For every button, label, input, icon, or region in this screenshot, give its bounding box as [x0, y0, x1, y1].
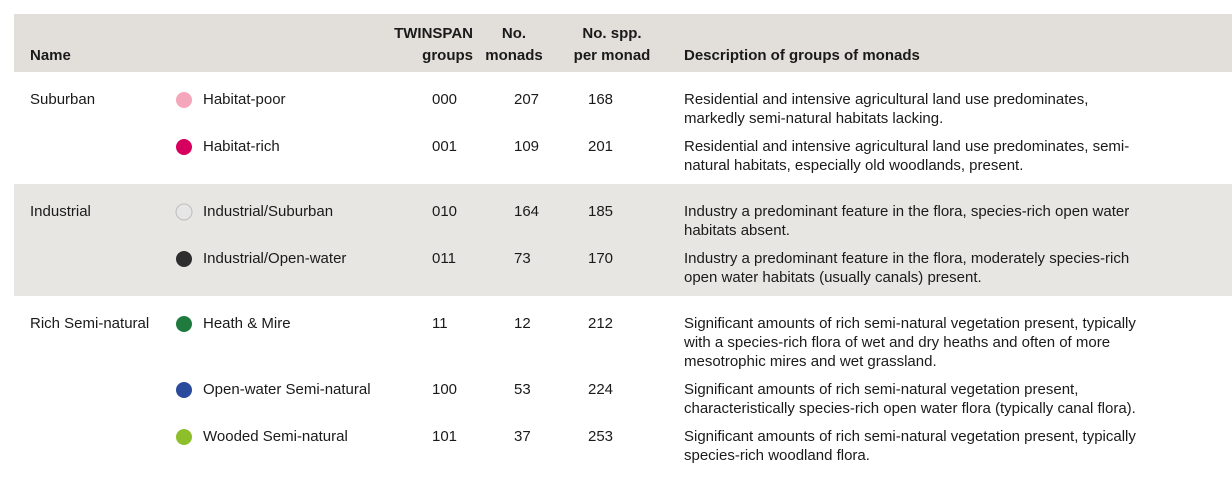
header-cell: No.	[502, 25, 526, 42]
header-cell: No. spp.	[582, 25, 641, 42]
spp: 168	[588, 91, 613, 108]
header-cell: monads	[485, 47, 543, 64]
spp: 170	[588, 250, 613, 267]
description: Significant amounts of rich semi-natural…	[684, 428, 1136, 445]
twinspan: 011	[432, 250, 456, 267]
monads: 53	[514, 381, 531, 398]
description: characteristically species-rich open wat…	[684, 400, 1136, 417]
description: markedly semi-natural habitats lacking.	[684, 110, 943, 127]
row-label: Habitat-poor	[203, 91, 286, 108]
legend-dot	[175, 203, 193, 221]
monads: 12	[514, 315, 531, 332]
spp: 212	[588, 315, 613, 332]
description: Industry a predominant feature in the fl…	[684, 250, 1129, 267]
legend-dot	[176, 316, 192, 332]
group-name: Suburban	[30, 91, 95, 108]
header-cell: groups	[422, 47, 473, 64]
monads: 73	[514, 250, 531, 267]
row-label: Open-water Semi-natural	[203, 381, 371, 398]
legend-dot	[176, 92, 192, 108]
spp: 201	[588, 138, 613, 155]
group-name: Rich Semi-natural	[30, 315, 149, 332]
twinspan: 000	[432, 91, 457, 108]
description: mesotrophic mires and wet grassland.	[684, 353, 937, 370]
row-label: Wooded Semi-natural	[203, 428, 348, 445]
group-name: Industrial	[30, 203, 91, 220]
description: Significant amounts of rich semi-natural…	[684, 381, 1078, 398]
header-cell: Name	[30, 47, 71, 64]
header-cell: per monad	[574, 47, 651, 64]
description: species-rich woodland flora.	[684, 447, 870, 464]
spp: 224	[588, 381, 613, 398]
legend-dot	[176, 251, 192, 267]
row-label: Industrial/Open-water	[203, 250, 346, 267]
description: Significant amounts of rich semi-natural…	[684, 315, 1136, 332]
header-cell: TWINSPAN	[394, 25, 473, 42]
twinspan: 001	[432, 138, 457, 155]
legend-dot	[176, 139, 192, 155]
description: open water habitats (usually canals) pre…	[684, 269, 982, 286]
header-band	[14, 14, 1232, 72]
description: Residential and intensive agricultural l…	[684, 138, 1129, 155]
description: natural habitats, especially old woodlan…	[684, 157, 1023, 174]
twinspan: 100	[432, 381, 457, 398]
monads: 37	[514, 428, 531, 445]
twinspan: 11	[432, 315, 448, 332]
twinspan: 101	[432, 428, 457, 445]
row-label: Heath & Mire	[203, 315, 291, 332]
row-label: Industrial/Suburban	[203, 203, 333, 220]
spp: 185	[588, 203, 613, 220]
monads: 207	[514, 91, 539, 108]
header-cell: Description of groups of monads	[684, 47, 920, 64]
group-band	[14, 184, 1232, 296]
description: Industry a predominant feature in the fl…	[684, 203, 1129, 220]
legend-dot	[176, 382, 192, 398]
description: with a species-rich flora of wet and dry…	[683, 334, 1110, 351]
twinspan: 010	[432, 203, 457, 220]
monads: 109	[514, 138, 539, 155]
legend-dot	[176, 429, 192, 445]
description: habitats absent.	[684, 222, 790, 239]
description: Residential and intensive agricultural l…	[684, 91, 1088, 108]
monads: 164	[514, 203, 539, 220]
spp: 253	[588, 428, 613, 445]
row-label: Habitat-rich	[203, 138, 280, 155]
